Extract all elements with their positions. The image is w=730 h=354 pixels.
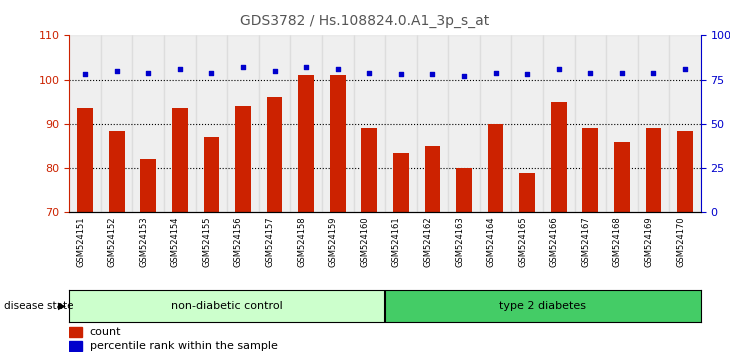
- Bar: [417, 35, 448, 212]
- Bar: [393, 153, 409, 212]
- Point: [300, 64, 312, 70]
- Bar: [488, 124, 504, 212]
- Text: GSM524166: GSM524166: [550, 216, 558, 267]
- Bar: [519, 172, 535, 212]
- Point: [174, 66, 185, 72]
- Text: type 2 diabetes: type 2 diabetes: [499, 301, 586, 311]
- Bar: [456, 168, 472, 212]
- Text: GSM524153: GSM524153: [139, 216, 148, 267]
- Bar: [101, 35, 132, 212]
- Bar: [69, 290, 385, 322]
- Point: [585, 70, 596, 75]
- Bar: [645, 128, 661, 212]
- Point: [490, 70, 502, 75]
- Bar: [606, 35, 637, 212]
- Point: [395, 72, 407, 77]
- Text: GSM524152: GSM524152: [108, 216, 117, 267]
- Text: GSM524156: GSM524156: [234, 216, 243, 267]
- Bar: [204, 137, 219, 212]
- Bar: [266, 97, 283, 212]
- Bar: [69, 327, 82, 337]
- Text: GSM524169: GSM524169: [645, 216, 653, 267]
- Bar: [77, 108, 93, 212]
- Bar: [385, 35, 417, 212]
- Point: [426, 72, 438, 77]
- Bar: [196, 35, 227, 212]
- Bar: [480, 35, 511, 212]
- Bar: [677, 131, 693, 212]
- Bar: [669, 35, 701, 212]
- Bar: [425, 146, 440, 212]
- Bar: [583, 128, 598, 212]
- Text: count: count: [90, 327, 121, 337]
- Bar: [614, 142, 630, 212]
- Point: [142, 70, 154, 75]
- Text: GSM524160: GSM524160: [361, 216, 369, 267]
- Bar: [291, 35, 322, 212]
- Text: disease state: disease state: [4, 301, 73, 311]
- Bar: [109, 131, 125, 212]
- Bar: [164, 35, 196, 212]
- Text: GSM524164: GSM524164: [487, 216, 496, 267]
- Bar: [227, 35, 258, 212]
- Point: [616, 70, 628, 75]
- Bar: [575, 35, 606, 212]
- Point: [332, 66, 344, 72]
- Point: [521, 72, 533, 77]
- Bar: [385, 290, 701, 322]
- Text: GDS3782 / Hs.108824.0.A1_3p_s_at: GDS3782 / Hs.108824.0.A1_3p_s_at: [240, 14, 490, 28]
- Text: ▶: ▶: [58, 301, 66, 311]
- Text: GSM524165: GSM524165: [518, 216, 527, 267]
- Bar: [637, 35, 669, 212]
- Point: [364, 70, 375, 75]
- Bar: [235, 106, 251, 212]
- Bar: [543, 35, 575, 212]
- Point: [648, 70, 659, 75]
- Text: GSM524162: GSM524162: [423, 216, 432, 267]
- Bar: [258, 35, 291, 212]
- Text: GSM524157: GSM524157: [266, 216, 274, 267]
- Bar: [69, 341, 82, 351]
- Text: GSM524158: GSM524158: [297, 216, 306, 267]
- Bar: [322, 35, 353, 212]
- Text: GSM524168: GSM524168: [613, 216, 622, 267]
- Point: [458, 73, 470, 79]
- Text: GSM524155: GSM524155: [202, 216, 212, 267]
- Bar: [361, 128, 377, 212]
- Bar: [172, 108, 188, 212]
- Bar: [551, 102, 566, 212]
- Bar: [353, 35, 385, 212]
- Text: GSM524159: GSM524159: [328, 216, 338, 267]
- Text: GSM524170: GSM524170: [676, 216, 685, 267]
- Text: GSM524167: GSM524167: [581, 216, 591, 267]
- Bar: [140, 159, 156, 212]
- Point: [111, 68, 123, 74]
- Bar: [330, 75, 345, 212]
- Text: GSM524151: GSM524151: [76, 216, 85, 267]
- Point: [237, 64, 249, 70]
- Point: [80, 72, 91, 77]
- Bar: [69, 35, 101, 212]
- Text: percentile rank within the sample: percentile rank within the sample: [90, 341, 277, 351]
- Bar: [299, 75, 314, 212]
- Text: non-diabetic control: non-diabetic control: [172, 301, 283, 311]
- Bar: [132, 35, 164, 212]
- Text: GSM524154: GSM524154: [171, 216, 180, 267]
- Bar: [448, 35, 480, 212]
- Text: GSM524161: GSM524161: [392, 216, 401, 267]
- Point: [679, 66, 691, 72]
- Point: [553, 66, 564, 72]
- Point: [269, 68, 280, 74]
- Point: [206, 70, 218, 75]
- Bar: [511, 35, 543, 212]
- Text: GSM524163: GSM524163: [455, 216, 464, 267]
